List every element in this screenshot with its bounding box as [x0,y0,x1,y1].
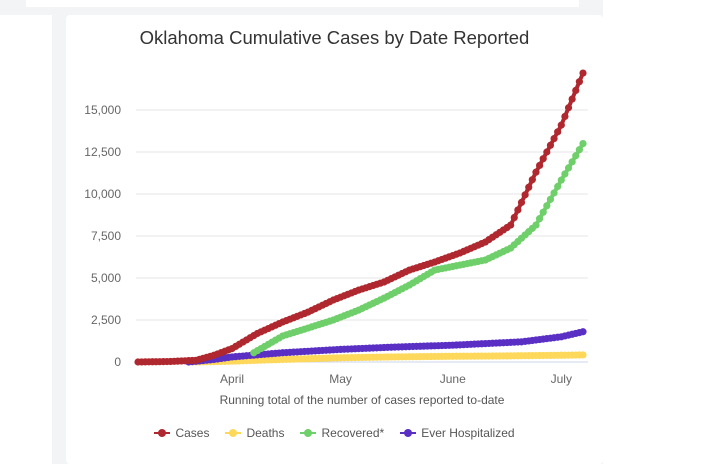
series-ever-hospitalized[interactable] [185,328,587,366]
data-point[interactable] [564,164,573,172]
chart-card [66,15,603,464]
legend-marker-icon [300,428,317,438]
data-point[interactable] [561,170,569,178]
data-point[interactable] [532,221,540,229]
data-point[interactable] [546,195,555,203]
data-point[interactable] [557,121,565,129]
chart-title: Oklahoma Cumulative Cases by Date Report… [139,27,530,48]
series-recovered[interactable] [250,140,587,357]
y-tick-label: 5,000 [91,271,121,285]
data-point[interactable] [572,152,580,160]
legend-label: Cases [175,426,210,440]
data-point[interactable] [550,134,558,143]
data-point[interactable] [575,78,583,86]
data-point[interactable] [554,128,562,136]
legend-item[interactable]: Recovered* [300,426,384,440]
data-point[interactable] [568,95,576,103]
data-point[interactable] [575,146,583,154]
data-point[interactable] [514,206,522,214]
data-point[interactable] [546,141,555,149]
data-point[interactable] [579,351,587,359]
data-point[interactable] [564,104,573,112]
y-tick-label: 10,000 [84,187,121,201]
data-point[interactable] [528,176,536,184]
data-point[interactable] [521,191,529,199]
legend-item[interactable]: Cases [154,426,209,440]
legend-marker-icon [225,428,242,438]
data-point[interactable] [561,112,569,121]
legend-marker-icon [400,428,417,438]
data-point[interactable] [517,198,526,206]
legend-label: Recovered* [321,426,385,440]
data-point[interactable] [557,176,565,184]
data-point[interactable] [510,213,518,222]
data-point[interactable] [532,168,540,176]
data-point[interactable] [579,328,587,336]
x-axis-label: Running total of the number of cases rep… [220,393,505,407]
data-point[interactable] [507,221,515,229]
y-tick-label: 0 [114,355,121,369]
left-panel [0,15,52,464]
y-tick-label: 2,500 [91,313,121,327]
data-point[interactable] [579,140,587,148]
right-background [603,0,713,464]
data-point[interactable] [568,158,576,166]
x-tick-label: April [220,372,244,386]
top-panel-edge [26,0,579,7]
legend-marker-icon [154,428,171,438]
data-point[interactable] [525,183,533,191]
data-point[interactable] [539,155,547,163]
data-point[interactable] [550,189,558,197]
x-tick-label: May [329,372,352,386]
x-tick-label: June [440,372,466,386]
y-tick-label: 7,500 [91,229,121,243]
data-point[interactable] [572,86,580,94]
legend-label: Deaths [246,426,285,440]
legend: Cases Deaths Recovered* Ever Hospitalized [66,426,603,440]
series-cases[interactable] [134,69,587,366]
data-point[interactable] [554,182,562,191]
data-point[interactable] [543,148,551,156]
data-point[interactable] [579,69,587,77]
legend-item[interactable]: Deaths [225,426,284,440]
data-point[interactable] [543,202,551,210]
y-tick-label: 15,000 [84,103,121,117]
data-point[interactable] [535,161,544,170]
data-point[interactable] [539,208,547,216]
legend-item[interactable]: Ever Hospitalized [400,426,515,440]
data-point[interactable] [535,215,544,223]
x-tick-label: July [551,372,572,386]
legend-label: Ever Hospitalized [421,426,515,440]
y-tick-label: 12,500 [84,145,121,159]
